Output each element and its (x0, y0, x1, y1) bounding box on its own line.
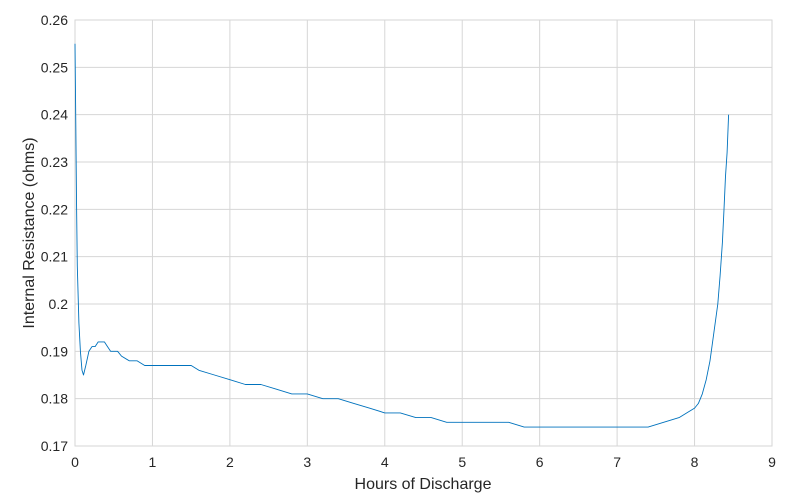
x-tick-label: 1 (149, 454, 157, 470)
plot-frame (74, 19, 773, 447)
series-layer (74, 43, 730, 428)
x-tick-label: 5 (458, 454, 466, 470)
y-axis-label: Internal Resistance (ohms) (21, 137, 38, 328)
x-tick-label: 8 (691, 454, 699, 470)
x-tick-label: 3 (303, 454, 311, 470)
grid (74, 19, 773, 447)
y-tick-label: 0.21 (41, 249, 68, 265)
x-axis-ticks: 0 1 2 3 4 5 6 7 8 9 (71, 454, 776, 470)
y-tick-label: 0.22 (41, 201, 68, 217)
y-tick-label: 0.26 (41, 12, 68, 28)
y-tick-label: 0.2 (49, 296, 69, 312)
x-tick-label: 9 (768, 454, 776, 470)
y-tick-label: 0.23 (41, 154, 68, 170)
x-tick-label: 2 (226, 454, 234, 470)
y-tick-label: 0.25 (41, 59, 68, 75)
y-tick-label: 0.18 (41, 391, 68, 407)
x-tick-label: 6 (536, 454, 544, 470)
y-axis-ticks: 0.17 0.18 0.19 0.2 0.21 0.22 0.23 0.24 0.25 0.26 (41, 12, 68, 454)
y-tick-label: 0.24 (41, 107, 68, 123)
x-tick-label: 7 (613, 454, 621, 470)
y-tick-label: 0.19 (41, 343, 68, 359)
x-axis-label: Hours of Discharge (355, 476, 492, 493)
y-tick-label: 0.17 (41, 438, 68, 454)
x-tick-label: 0 (71, 454, 79, 470)
x-tick-label: 4 (381, 454, 389, 470)
series-line (74, 43, 730, 428)
